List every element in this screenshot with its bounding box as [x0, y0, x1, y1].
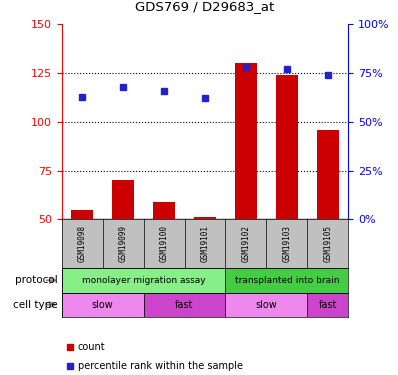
Text: slow: slow [256, 300, 277, 310]
Bar [144, 292, 225, 317]
Bar [194, 217, 216, 219]
Bar [225, 268, 348, 292]
Text: GSM19103: GSM19103 [282, 225, 291, 262]
Bar [71, 210, 94, 219]
Bar [112, 180, 135, 219]
Text: fast: fast [318, 300, 337, 310]
Bar [235, 63, 257, 219]
Bar [307, 292, 348, 317]
Bar [62, 292, 144, 317]
Text: GSM19100: GSM19100 [160, 225, 168, 262]
Text: GSM19102: GSM19102 [242, 225, 250, 262]
Text: fast: fast [175, 300, 194, 310]
Bar [275, 75, 298, 219]
Text: count: count [78, 342, 105, 352]
Text: monolayer migration assay: monolayer migration assay [82, 276, 205, 285]
Text: GSM19098: GSM19098 [78, 225, 87, 262]
Text: GSM19101: GSM19101 [201, 225, 209, 262]
Bar [153, 202, 175, 219]
Text: cell type: cell type [13, 300, 58, 310]
Text: percentile rank within the sample: percentile rank within the sample [78, 361, 243, 370]
Text: GDS769 / D29683_at: GDS769 / D29683_at [135, 0, 275, 13]
Text: GSM19099: GSM19099 [119, 225, 128, 262]
Bar [62, 268, 225, 292]
Bar [225, 292, 307, 317]
Text: transplanted into brain: transplanted into brain [234, 276, 339, 285]
Text: protocol: protocol [15, 275, 58, 285]
Text: slow: slow [92, 300, 113, 310]
Bar [316, 130, 339, 219]
Text: GSM19105: GSM19105 [323, 225, 332, 262]
